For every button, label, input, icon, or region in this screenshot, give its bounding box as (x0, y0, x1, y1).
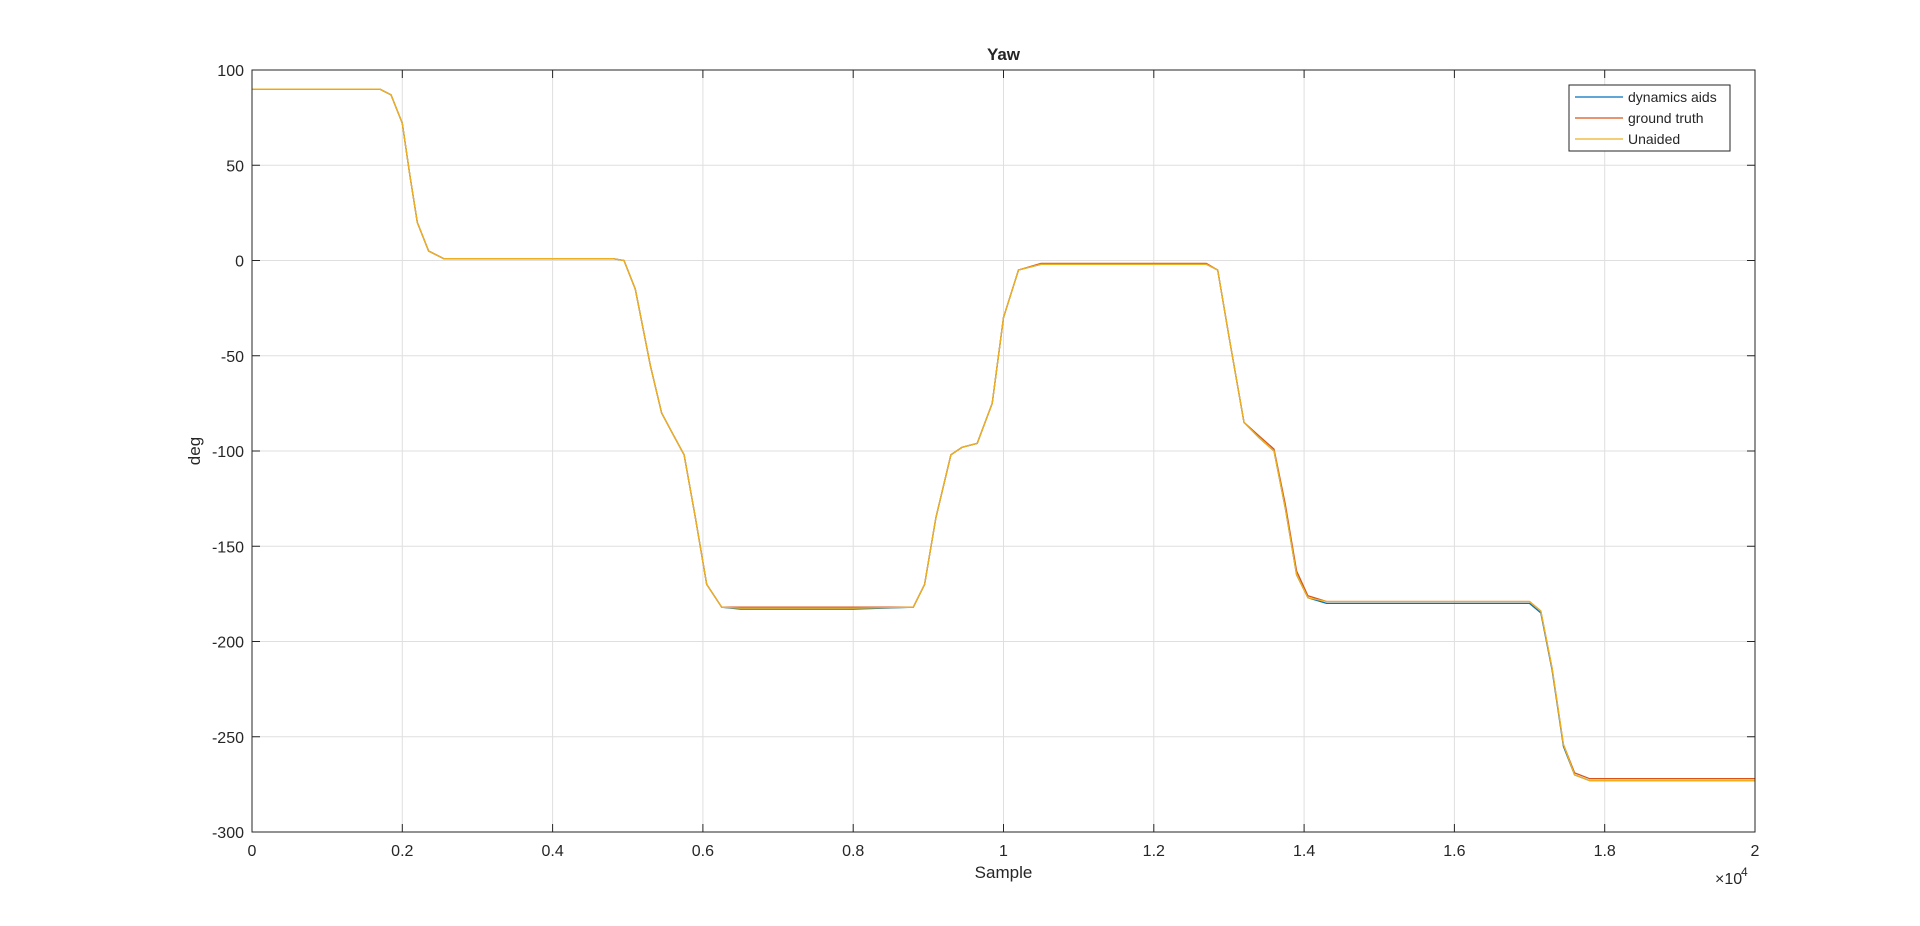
x-tick-label: 0.8 (842, 843, 864, 860)
y-tick-label: -50 (221, 349, 244, 366)
legend-label: Unaided (1628, 131, 1680, 147)
x-tick-label: 0 (248, 843, 257, 860)
x-axis-exponent: ×10 4 (1715, 865, 1748, 888)
x-tick-label: 1.8 (1594, 843, 1616, 860)
y-axis-label: deg (185, 437, 204, 465)
x-axis-label: Sample (975, 863, 1033, 882)
series-lines (252, 88, 1755, 782)
x-tick-label: 0.6 (692, 843, 714, 860)
chart-title: Yaw (987, 45, 1021, 64)
y-tick-label: 50 (226, 158, 244, 175)
x-exponent-base: ×10 (1715, 871, 1742, 888)
x-tick-label: 1.4 (1293, 843, 1315, 860)
x-tick-label: 1.6 (1443, 843, 1465, 860)
y-tick-label: 100 (217, 63, 244, 80)
legend-label: dynamics aids (1628, 89, 1717, 105)
y-tick-label: -200 (212, 635, 244, 652)
y-tick-label: -250 (212, 730, 244, 747)
y-tick-label: -300 (212, 825, 244, 842)
y-axis-ticks: 100 50 0 -50 -100 -150 -200 -250 -300 (212, 63, 1755, 842)
legend-label: ground truth (1628, 110, 1704, 126)
x-tick-label: 2 (1751, 843, 1760, 860)
legend: dynamics aids ground truth Unaided (1568, 84, 1731, 152)
x-tick-label: 0.4 (541, 843, 563, 860)
x-exponent-power: 4 (1741, 865, 1748, 879)
x-tick-label: 1 (999, 843, 1008, 860)
y-tick-label: -100 (212, 444, 244, 461)
y-tick-label: -150 (212, 539, 244, 556)
x-tick-label: 0.2 (391, 843, 413, 860)
x-tick-label: 1.2 (1143, 843, 1165, 860)
series-line-unaided (252, 88, 1755, 782)
y-tick-label: 0 (235, 254, 244, 271)
x-axis-ticks: 0 0.2 0.4 0.6 0.8 1 1.2 1.4 1.6 1.8 2 (248, 70, 1760, 860)
